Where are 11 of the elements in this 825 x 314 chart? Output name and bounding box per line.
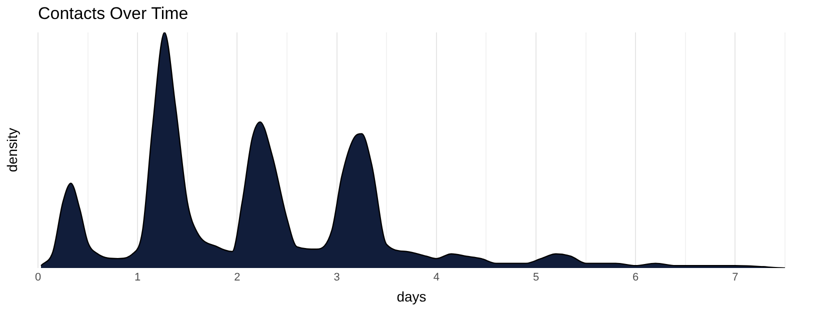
x-tick-label: 4 <box>433 272 440 284</box>
x-tick-label: 6 <box>632 272 639 284</box>
y-axis-title: density <box>4 128 20 172</box>
x-tick-label: 5 <box>532 272 540 284</box>
x-tick-label: 2 <box>234 272 240 284</box>
x-axis-title: days <box>396 288 426 304</box>
x-tick-label: 1 <box>134 272 141 284</box>
chart-title: Contacts Over Time <box>38 4 188 23</box>
x-tick-label: 3 <box>334 272 340 284</box>
x-tick-label: 0 <box>34 272 42 284</box>
x-tick-label: 7 <box>732 272 738 284</box>
